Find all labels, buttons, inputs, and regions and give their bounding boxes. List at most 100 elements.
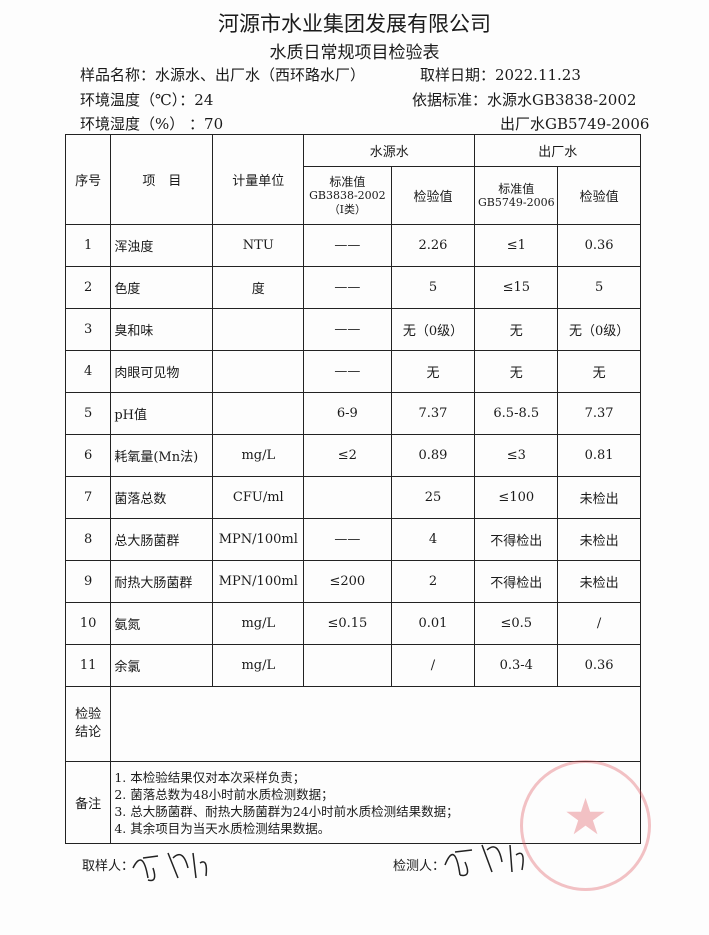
cell-item: 浑浊度 <box>110 224 214 267</box>
cell-std-outlet: 无 <box>474 308 559 351</box>
cell-std-source: —— <box>303 224 392 267</box>
cell-val-outlet: 0.81 <box>557 434 641 477</box>
cell-std-outlet: ≤0.5 <box>474 602 559 645</box>
notes-label: 备注 <box>64 761 112 844</box>
table-row: 5 pH值 6-9 7.37 6.5-8.5 7.37 <box>64 392 641 435</box>
cell-std-outlet: ≤15 <box>474 266 559 309</box>
cell-val-source: 4 <box>390 518 476 561</box>
cell-std-outlet: 不得检出 <box>474 560 559 603</box>
cell-std-source: —— <box>303 266 392 309</box>
sample-name: 样品名称：水源水、出厂水（西环路水厂） <box>80 66 366 84</box>
cell-item: 菌落总数 <box>110 476 214 519</box>
cell-val-source: 无 <box>390 350 476 393</box>
cell-std-source: —— <box>303 308 392 351</box>
cell-std-source: 6-9 <box>303 392 392 435</box>
cell-std-source: —— <box>303 350 392 393</box>
table-row: 7 菌落总数 CFU/ml 25 ≤100 未检出 <box>64 476 641 519</box>
table-row: 6 耗氧量(Mn法) mg/L ≤2 0.89 ≤3 0.81 <box>64 434 641 477</box>
cell-val-outlet: / <box>557 602 641 645</box>
table-row: 3 臭和味 —— 无（0级）无无（0级） <box>64 308 641 351</box>
note-2: 2. 菌落总数为48小时前水质检测数据； <box>114 786 334 802</box>
cell-val-source: / <box>390 644 476 687</box>
results-table: 序号 项 目 计量单位 水源水 出厂水 标准值 GB3838-2002 （Ⅰ类） 检… <box>64 134 641 844</box>
cell-unit <box>212 308 305 351</box>
cell-no: 2 <box>64 266 112 309</box>
header-outlet: 出厂水 <box>474 134 641 167</box>
cell-val-outlet: 无 <box>557 350 641 393</box>
standard-source: 依据标准：水源水GB3838-2002 <box>412 91 637 109</box>
conclusion-value <box>110 686 641 762</box>
cell-std-source: ≤0.15 <box>303 602 392 645</box>
header-source: 水源水 <box>303 134 476 167</box>
header-item: 项 目 <box>110 134 214 225</box>
cell-std-source <box>303 476 392 519</box>
cell-val-outlet: 7.37 <box>557 392 641 435</box>
cell-item: 肉眼可见物 <box>110 350 214 393</box>
table-row: 11 余氯 mg/L /0.3-4 0.36 <box>64 644 641 687</box>
cell-unit <box>212 350 305 393</box>
cell-no: 3 <box>64 308 112 351</box>
cell-item: 氨氮 <box>110 602 214 645</box>
document-title: 水质日常规项目检验表 <box>269 43 440 63</box>
table-row: 1 浑浊度 NTU —— 2.26 ≤1 0.36 <box>64 224 641 267</box>
cell-std-outlet: ≤3 <box>474 434 559 477</box>
cell-unit: mg/L <box>212 434 305 477</box>
cell-val-source: 7.37 <box>390 392 476 435</box>
header-std-outlet: 标准值 GB5749-2006 <box>474 166 559 225</box>
table-row: 9 耐热大肠菌群 MPN/100ml ≤200 2 不得检出 未检出 <box>64 560 641 603</box>
cell-std-outlet: 无 <box>474 350 559 393</box>
cell-val-source: 5 <box>390 266 476 309</box>
cell-unit: NTU <box>212 224 305 267</box>
cell-no: 8 <box>64 518 112 561</box>
cell-std-outlet: ≤1 <box>474 224 559 267</box>
table-row: 4 肉眼可见物 —— 无无无 <box>64 350 641 393</box>
cell-val-outlet: 0.36 <box>557 224 641 267</box>
header-val-outlet: 检验值 <box>557 166 641 225</box>
cell-no: 11 <box>64 644 112 687</box>
cell-std-source: —— <box>303 518 392 561</box>
cell-no: 5 <box>64 392 112 435</box>
header-no: 序号 <box>64 134 112 225</box>
cell-std-outlet: 6.5-8.5 <box>474 392 559 435</box>
cell-unit: 度 <box>212 266 305 309</box>
cell-unit: MPN/100ml <box>212 560 305 603</box>
conclusion-label: 检验结论 <box>64 686 112 762</box>
sampler-signature <box>132 852 208 882</box>
cell-std-outlet: ≤100 <box>474 476 559 519</box>
cell-unit <box>212 392 305 435</box>
note-3: 3. 总大肠菌群、耐热大肠菌群为24小时前水质检测结果数据； <box>114 803 459 819</box>
cell-std-source: ≤200 <box>303 560 392 603</box>
header-unit: 计量单位 <box>212 134 305 225</box>
humidity: 环境湿度（%） ：70 <box>80 115 224 133</box>
cell-val-source: 0.01 <box>390 602 476 645</box>
cell-no: 9 <box>64 560 112 603</box>
cell-std-source: ≤2 <box>303 434 392 477</box>
cell-unit: mg/L <box>212 644 305 687</box>
cell-val-source: 2.26 <box>390 224 476 267</box>
cell-no: 10 <box>64 602 112 645</box>
cell-no: 7 <box>64 476 112 519</box>
cell-item: 耗氧量(Mn法) <box>110 434 214 477</box>
cell-val-outlet: 未检出 <box>557 518 641 561</box>
sampler-label: 取样人： <box>82 859 135 874</box>
tester-signature <box>444 844 524 877</box>
note-4: 4. 其余项目为当天水质检测结果数据。 <box>114 820 331 836</box>
table-row: 8 总大肠菌群 MPN/100ml —— 4 不得检出 未检出 <box>64 518 641 561</box>
cell-item: 耐热大肠菌群 <box>110 560 214 603</box>
cell-item: 色度 <box>110 266 214 309</box>
cell-unit: mg/L <box>212 602 305 645</box>
cell-val-outlet: 未检出 <box>557 476 641 519</box>
tester-label: 检测人： <box>393 859 446 874</box>
table-row: 2 色度度 —— 5 ≤15 5 <box>64 266 641 309</box>
cell-no: 4 <box>64 350 112 393</box>
table-row: 10 氨氮 mg/L ≤0.15 0.01 ≤0.5/ <box>64 602 641 645</box>
cell-std-outlet: 不得检出 <box>474 518 559 561</box>
cell-val-outlet: 无（0级） <box>557 308 641 351</box>
cell-val-source: 0.89 <box>390 434 476 477</box>
sample-date: 取样日期：2022.11.23 <box>420 66 581 84</box>
cell-std-outlet: 0.3-4 <box>474 644 559 687</box>
cell-unit: MPN/100ml <box>212 518 305 561</box>
cell-val-outlet: 0.36 <box>557 644 641 687</box>
standard-outlet: 出厂水GB5749-2006 <box>500 115 650 133</box>
